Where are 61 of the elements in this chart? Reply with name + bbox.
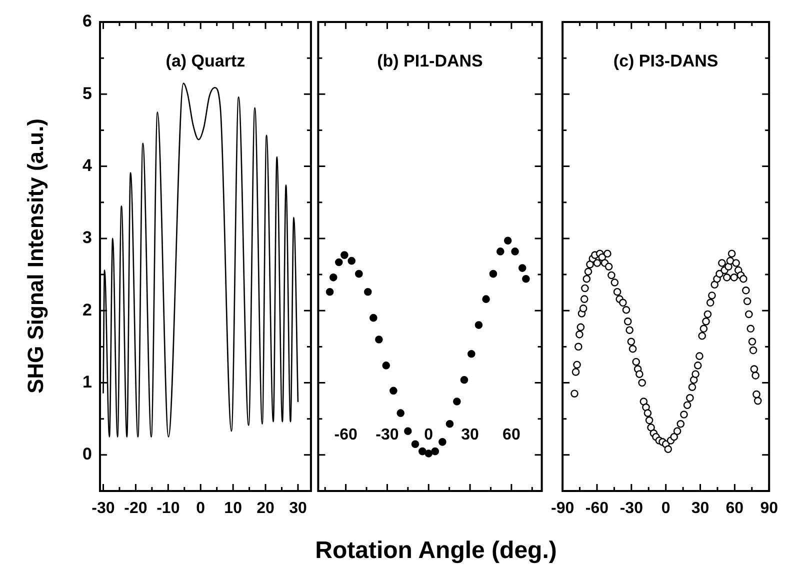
x-tick-label: 0 xyxy=(424,426,434,444)
point xyxy=(382,362,390,370)
x-tick-label: -60 xyxy=(585,500,609,518)
point xyxy=(431,447,440,456)
point xyxy=(496,248,504,256)
y-tick-label: 3 xyxy=(82,228,92,248)
point xyxy=(468,350,476,358)
y-tick-label: 0 xyxy=(82,444,92,464)
point xyxy=(460,376,468,384)
text: (b) PI1-DANS xyxy=(377,52,483,71)
x-tick-label: 20 xyxy=(256,500,275,518)
y-tick-label: 5 xyxy=(82,84,92,103)
x-tick-label: 0 xyxy=(196,500,206,518)
point xyxy=(326,288,334,296)
x-tick-label: 0 xyxy=(661,500,670,518)
point xyxy=(504,236,512,245)
point xyxy=(329,274,338,282)
x-tick-label: -90 xyxy=(551,500,574,518)
y-tick-label: 2 xyxy=(82,300,92,320)
point xyxy=(453,398,461,406)
point xyxy=(418,447,426,456)
x-tick-label: 60 xyxy=(726,500,744,518)
x-tick-label: 30 xyxy=(289,500,307,518)
y-tick-label: 4 xyxy=(82,156,93,175)
y-tick-label: 6 xyxy=(82,12,92,31)
point xyxy=(375,336,383,344)
point xyxy=(411,440,420,448)
point xyxy=(474,321,483,329)
x-axis-title: Rotation Angle (deg.) xyxy=(315,537,557,565)
point xyxy=(424,450,433,458)
point xyxy=(438,438,446,446)
x-tick-label: 10 xyxy=(224,500,242,518)
point xyxy=(335,258,343,266)
x-tick-label: -30 xyxy=(92,500,115,518)
x-tick-label: 30 xyxy=(691,500,710,518)
point xyxy=(522,274,530,283)
point xyxy=(370,314,378,322)
point xyxy=(511,248,519,256)
point xyxy=(364,288,372,296)
text: (a) Quartz xyxy=(166,52,246,71)
point xyxy=(446,420,454,428)
text: (c) PI3-DANS xyxy=(613,52,718,71)
point xyxy=(404,427,412,436)
x-tick-label: -60 xyxy=(334,426,358,444)
point xyxy=(348,256,356,265)
point xyxy=(482,295,490,303)
x-tick-label: -10 xyxy=(156,500,180,518)
x-tick-label: 90 xyxy=(760,500,778,518)
point xyxy=(340,251,348,259)
point xyxy=(390,386,398,395)
point xyxy=(489,270,498,278)
x-tick-label: -30 xyxy=(620,500,644,518)
point xyxy=(396,409,404,417)
y-axis-title: SHG Signal Intensity (a.u.) xyxy=(23,118,49,394)
x-tick-label: -20 xyxy=(124,500,148,518)
x-tick-label: 30 xyxy=(461,426,480,444)
x-tick-label: 60 xyxy=(502,426,520,444)
x-tick-label: -30 xyxy=(376,426,399,444)
y-tick-label: 1 xyxy=(82,372,92,392)
point xyxy=(355,270,363,278)
point xyxy=(518,264,526,272)
